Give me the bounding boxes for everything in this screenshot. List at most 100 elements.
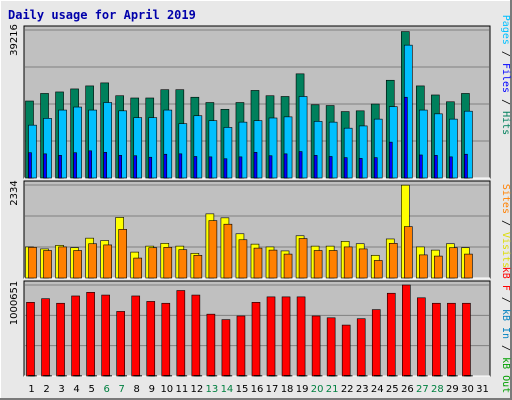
- legend-top-part: Pages: [500, 15, 511, 45]
- kbf-bar: [432, 302, 441, 377]
- day-label: 13: [206, 384, 219, 395]
- legend-mid: Sites / Visits: [500, 184, 511, 268]
- pages-bar: [223, 127, 233, 179]
- day-label: 25: [386, 384, 399, 395]
- sites-bar: [223, 223, 233, 279]
- day-label: 28: [431, 384, 444, 395]
- pages-bar: [328, 121, 338, 179]
- kbf-bar: [116, 311, 125, 377]
- files-bar: [133, 155, 138, 179]
- pages-bar: [88, 109, 97, 179]
- pages-bar: [449, 118, 458, 179]
- files-bar: [28, 152, 32, 179]
- kbf-bar: [86, 292, 95, 377]
- day-label: 12: [191, 384, 204, 395]
- sites-bar: [118, 229, 127, 279]
- panel-2-ymax-label: 1000651: [9, 281, 20, 326]
- day-label: 5: [88, 384, 94, 395]
- kbf-bar: [101, 294, 110, 377]
- day-label: 30: [461, 384, 474, 395]
- files-bar: [404, 96, 408, 179]
- files-bar: [343, 157, 348, 179]
- kbf-bar: [191, 294, 201, 377]
- pages-bar: [133, 117, 143, 179]
- kbf-bar: [356, 318, 366, 377]
- pages-bar: [28, 124, 37, 179]
- pages-bar: [434, 113, 443, 179]
- kbf-bar: [236, 315, 246, 377]
- legend-bot-part: /: [500, 339, 511, 357]
- sites-bar: [268, 249, 278, 279]
- kbf-bar: [311, 315, 321, 377]
- sites-bar: [133, 257, 143, 279]
- sites-bar: [419, 254, 428, 279]
- kbf-bar: [402, 284, 411, 377]
- files-bar: [373, 157, 378, 179]
- files-bar: [328, 156, 333, 179]
- day-label: 19: [296, 384, 309, 395]
- day-label: 2: [43, 384, 49, 395]
- legend-top-part: /: [500, 45, 511, 63]
- files-bar: [238, 156, 243, 179]
- kbf-bar: [296, 296, 306, 377]
- kbf-bar: [417, 297, 426, 377]
- day-label: 21: [326, 384, 339, 395]
- day-label: 7: [119, 384, 125, 395]
- day-label: 3: [58, 384, 64, 395]
- kbf-bar: [386, 292, 396, 377]
- day-label: 9: [149, 384, 155, 395]
- day-label: 16: [251, 384, 264, 395]
- sites-bar: [328, 250, 338, 279]
- files-bar: [43, 153, 47, 179]
- files-bar: [358, 158, 363, 179]
- files-bar: [313, 155, 318, 179]
- files-bar: [88, 150, 92, 179]
- sites-bar: [283, 253, 293, 279]
- kbf-bar: [26, 302, 35, 377]
- sites-bar: [373, 260, 383, 279]
- files-bar: [58, 155, 62, 179]
- kbf-bar: [251, 302, 261, 377]
- day-label: 26: [401, 384, 414, 395]
- panel-1-ymax-label: 2334: [9, 180, 20, 205]
- day-label: 4: [73, 384, 79, 395]
- kbf-bar: [146, 301, 156, 377]
- sites-bar: [28, 247, 37, 279]
- legend-bot-part: kB Out: [500, 357, 511, 393]
- day-label: 1: [28, 384, 34, 395]
- sites-bar: [434, 255, 443, 279]
- day-label: 24: [371, 384, 384, 395]
- kbf-bar: [206, 313, 216, 377]
- files-bar: [253, 152, 258, 179]
- sites-bar: [208, 220, 218, 279]
- kbf-bar: [176, 290, 186, 377]
- sites-bar: [103, 244, 112, 279]
- kbf-bar: [266, 296, 276, 377]
- pages-bar: [313, 121, 323, 179]
- sites-bar: [193, 254, 203, 279]
- sites-bar: [73, 250, 82, 279]
- legend-bot-part: kB In: [500, 309, 511, 339]
- files-bar: [208, 156, 213, 179]
- pages-bar: [464, 110, 473, 179]
- files-bar: [283, 153, 288, 179]
- files-bar: [148, 156, 153, 179]
- kbf-bar: [221, 319, 231, 377]
- sites-bar: [388, 243, 398, 279]
- pages-bar: [193, 115, 203, 179]
- pages-bar: [103, 102, 112, 179]
- day-label: 20: [311, 384, 324, 395]
- files-bar: [178, 153, 183, 179]
- day-label: 23: [356, 384, 369, 395]
- day-label: 15: [236, 384, 249, 395]
- sites-bar: [358, 248, 368, 279]
- pages-bar: [163, 109, 173, 179]
- pages-bar: [283, 116, 293, 179]
- day-label: 6: [103, 384, 109, 395]
- kbf-bar: [447, 302, 456, 377]
- pages-bar: [358, 125, 368, 179]
- kbf-bar: [71, 295, 80, 377]
- sites-bar: [238, 239, 248, 279]
- kbf-bar: [281, 296, 291, 377]
